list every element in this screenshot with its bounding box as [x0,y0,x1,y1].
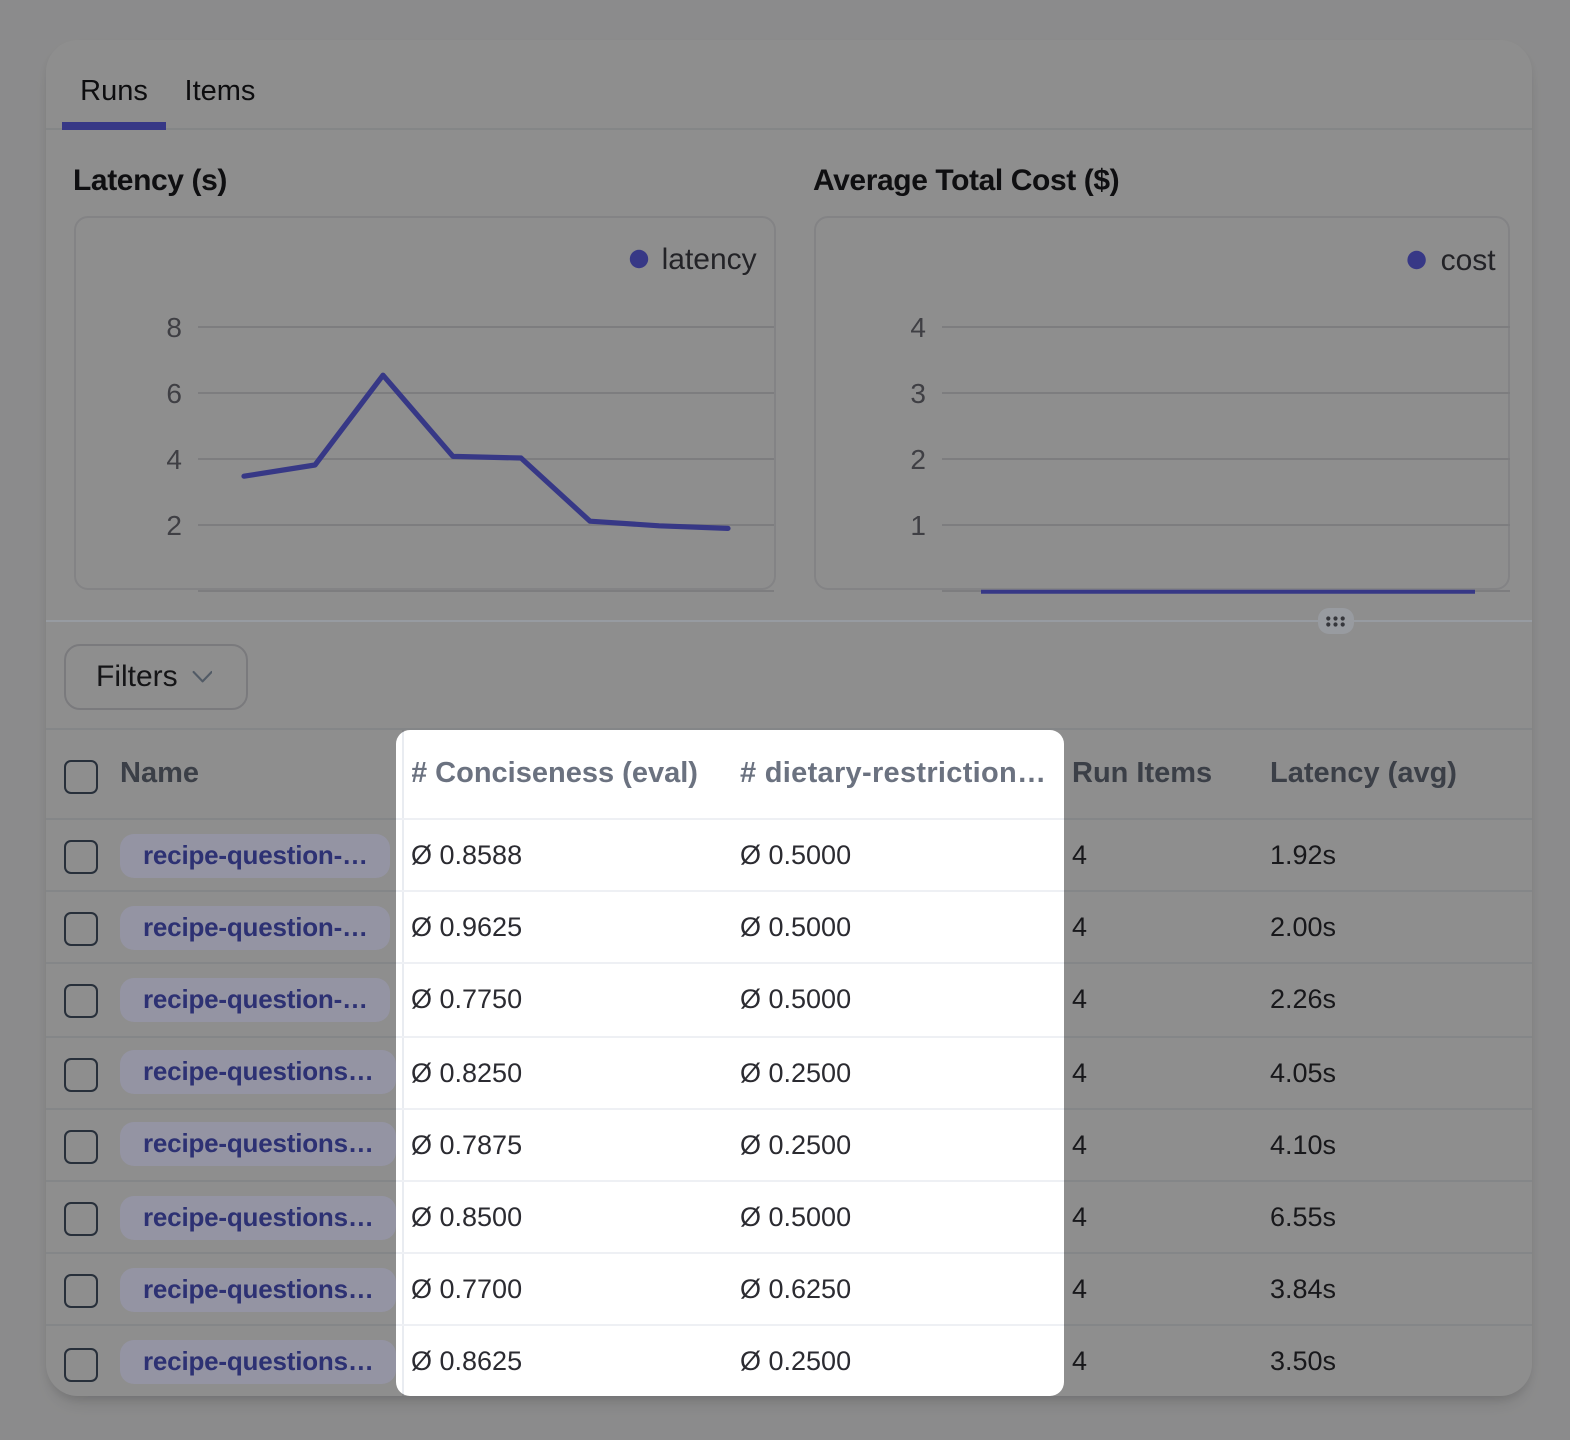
svg-text:4: 4 [165,444,181,475]
svg-text:2: 2 [165,510,181,541]
svg-text:latency: latency [661,243,756,276]
svg-text:1: 1 [909,510,925,541]
svg-text:3: 3 [909,378,925,409]
svg-text:6: 6 [165,378,181,409]
svg-text:cost: cost [1440,244,1496,277]
svg-text:8: 8 [165,312,181,343]
svg-text:2: 2 [909,444,925,475]
svg-text:4: 4 [909,312,925,343]
